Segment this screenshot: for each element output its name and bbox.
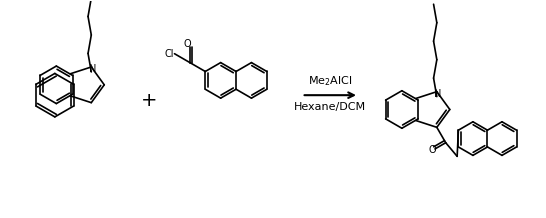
- Text: Me$_2$AlCl: Me$_2$AlCl: [308, 75, 352, 88]
- Text: +: +: [141, 91, 158, 110]
- Text: N: N: [434, 89, 442, 99]
- Text: N: N: [88, 64, 96, 74]
- Text: O: O: [183, 39, 191, 49]
- Text: Cl: Cl: [165, 49, 174, 59]
- Text: O: O: [428, 145, 436, 155]
- Text: Hexane/DCM: Hexane/DCM: [294, 102, 366, 112]
